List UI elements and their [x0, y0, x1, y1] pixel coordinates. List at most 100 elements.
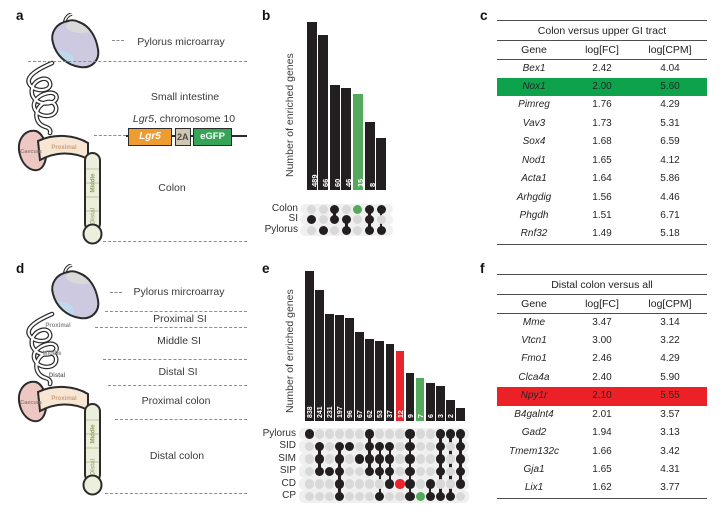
set-dot [355, 466, 365, 477]
upset-bar [352, 94, 363, 190]
table-row: Gad2 1.94 3.13 [497, 424, 707, 442]
upset-bar [395, 350, 405, 421]
fc-cell: 1.94 [592, 427, 612, 439]
column-header: Gene [521, 44, 547, 56]
table-row: Nox1 2.00 5.60 [497, 77, 707, 97]
region-divider-d1 [105, 311, 247, 312]
cpm-cell: 3.22 [660, 334, 680, 346]
set-dot [445, 479, 455, 489]
set-dot [341, 215, 351, 225]
bar-value-label: 37 [387, 410, 395, 418]
colon-label: Colon [158, 182, 186, 194]
set-dot [355, 429, 365, 439]
proximal-si-label: Proximal [45, 323, 71, 329]
set-dot [455, 454, 465, 464]
region-divider-a3 [103, 241, 247, 242]
cpm-cell: 4.12 [660, 154, 680, 166]
colon-tip [82, 223, 103, 245]
set-dot [330, 204, 340, 214]
upset-bar [415, 378, 425, 421]
set-dot [324, 491, 335, 502]
set-dot [376, 226, 386, 236]
set-connector [428, 484, 432, 497]
set-dot [395, 491, 405, 502]
set-dot [375, 479, 385, 489]
gene-cell: Mme [522, 316, 546, 328]
set-dot [334, 454, 345, 464]
table-row: Npy1r 2.10 5.55 [497, 387, 707, 406]
set-dot [455, 441, 465, 452]
region-divider-a2 [94, 135, 126, 136]
distal-si-region-label: Distal SI [158, 366, 198, 378]
set-dot [355, 491, 365, 502]
set-dot [445, 466, 455, 477]
table-distal-colon-vs-all: Distal colon versus all Gene log[FC] log[CP… [497, 274, 707, 499]
set-dot [324, 479, 335, 489]
set-dot [405, 441, 415, 452]
distal-colon-region-label: Distal colon [149, 450, 205, 462]
set-dot [435, 479, 445, 489]
set-dot [345, 491, 355, 502]
middle-colon-label: Middle [91, 173, 97, 193]
fc-cell: 1.76 [592, 99, 612, 111]
set-dot [365, 226, 374, 236]
set-dot [355, 441, 365, 452]
region-divider-d3 [103, 359, 247, 360]
region-divider-d5 [115, 419, 247, 420]
set-dot [375, 454, 385, 464]
gene-cell: Nox1 [522, 80, 546, 92]
table-row: Phgdh 1.51 6.71 [497, 207, 707, 225]
upset-bar [345, 318, 354, 421]
set-dot [385, 441, 395, 452]
gene-cell: Npy1r [520, 390, 548, 402]
column-header: log[FC] [585, 298, 619, 310]
fc-cell: 2.42 [592, 62, 612, 74]
set-connector [449, 434, 452, 497]
bar-value-label: 60 [332, 178, 342, 187]
set-dot [314, 479, 324, 489]
set-dot [355, 454, 365, 464]
fc-cell: 1.66 [592, 445, 612, 457]
distal-si-label: Distal [49, 373, 66, 379]
pylorus-connector-dash-d [110, 292, 122, 293]
set-dot [455, 466, 465, 477]
set-dot [324, 454, 335, 464]
set-dot [314, 466, 324, 477]
panel-f-letter: f [480, 261, 485, 276]
set-dot [353, 215, 363, 225]
set-dot [314, 441, 324, 452]
cpm-cell: 5.90 [660, 371, 680, 383]
colon-tip [82, 474, 103, 496]
fc-cell: 2.10 [592, 390, 612, 402]
set-dot [330, 215, 340, 225]
construct-box-egfp: eGFP [193, 128, 232, 146]
panel-a-letter: a [16, 8, 24, 23]
set-connector [345, 219, 348, 231]
set-dot [314, 429, 324, 439]
set-dot [445, 491, 455, 502]
fc-cell: 1.73 [592, 117, 612, 129]
caecum-label: Caecum [20, 149, 42, 155]
set-dot [445, 454, 455, 464]
set-dot [341, 204, 351, 214]
set-dot [304, 441, 314, 452]
set-dot [304, 429, 314, 439]
caecum-label: Caecum [20, 400, 42, 406]
set-dot [385, 466, 395, 477]
proximal-si-region-label: Proximal SI [153, 313, 207, 325]
column-header: log[CPM] [648, 298, 692, 310]
set-dot [365, 429, 375, 439]
fc-cell: 3.00 [592, 334, 612, 346]
set-dot [345, 466, 355, 477]
set-dot [304, 491, 314, 502]
bar-value-label: 838 [306, 406, 314, 418]
set-dot [415, 466, 425, 477]
set-dot [324, 466, 335, 477]
cpm-cell: 3.57 [660, 408, 680, 420]
table-row: Acta1 1.64 5.86 [497, 170, 707, 188]
middle-colon-label: Middle [91, 424, 97, 444]
table-header-row: Gene log[FC] log[CPM] [497, 41, 707, 60]
region-divider-d6 [105, 493, 247, 494]
table-title: Colon versus upper GI tract [497, 21, 707, 41]
table-row: Tmem132c 1.66 3.42 [497, 443, 707, 461]
